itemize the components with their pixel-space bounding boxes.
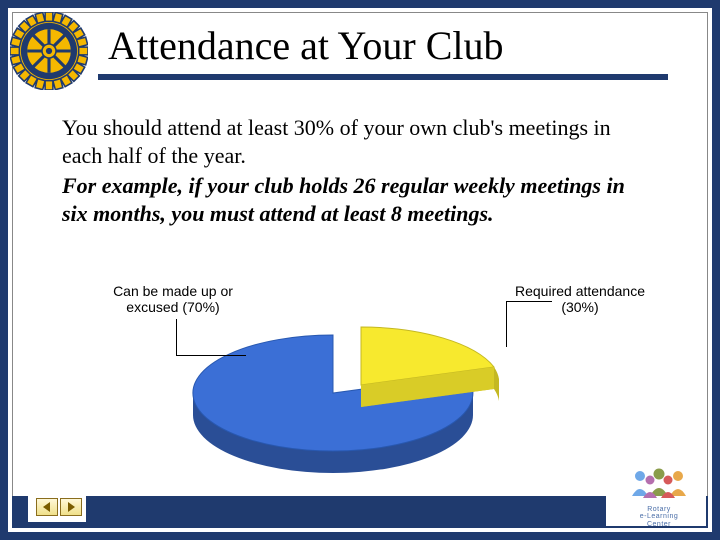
pie-label-makeup: Can be made up or excused (70%) — [88, 283, 258, 315]
arrow-right-icon — [65, 501, 77, 513]
next-button[interactable] — [60, 498, 82, 516]
brand-line: Center — [647, 521, 671, 528]
brand-line: Rotary — [647, 506, 671, 513]
leader-line — [176, 319, 177, 355]
attendance-pie-chart: Can be made up or excused (70%) Required… — [58, 283, 658, 483]
pie-label-line: Can be made up or — [113, 283, 233, 299]
bottom-navy-band — [12, 496, 708, 528]
brand-line: e-Learning — [640, 513, 678, 520]
brand-text: Rotary e-Learning Center — [620, 506, 698, 528]
paragraph-1: You should attend at least 30% of your o… — [62, 114, 647, 170]
people-icon — [620, 466, 698, 500]
leader-line — [176, 355, 246, 356]
pie-label-line: (30%) — [561, 299, 598, 315]
prev-button[interactable] — [36, 498, 58, 516]
title-underline — [98, 74, 668, 80]
pie-label-line: excused (70%) — [126, 299, 219, 315]
slide-frame: Attendance at Your Club You should atten… — [6, 6, 714, 534]
page-title: Attendance at Your Club — [108, 22, 668, 69]
leader-line — [506, 301, 552, 302]
arrow-left-icon — [41, 501, 53, 513]
body-text: You should attend at least 30% of your o… — [62, 114, 647, 229]
leader-line — [506, 301, 507, 347]
pie-label-required: Required attendance (30%) — [500, 283, 660, 315]
rotary-wheel-logo — [10, 12, 88, 90]
paragraph-2: For example, if your club holds 26 regul… — [62, 172, 647, 228]
elearning-logo: Rotary e-Learning Center — [620, 466, 698, 522]
nav-arrows — [36, 498, 82, 516]
pie-label-line: Required attendance — [515, 283, 645, 299]
